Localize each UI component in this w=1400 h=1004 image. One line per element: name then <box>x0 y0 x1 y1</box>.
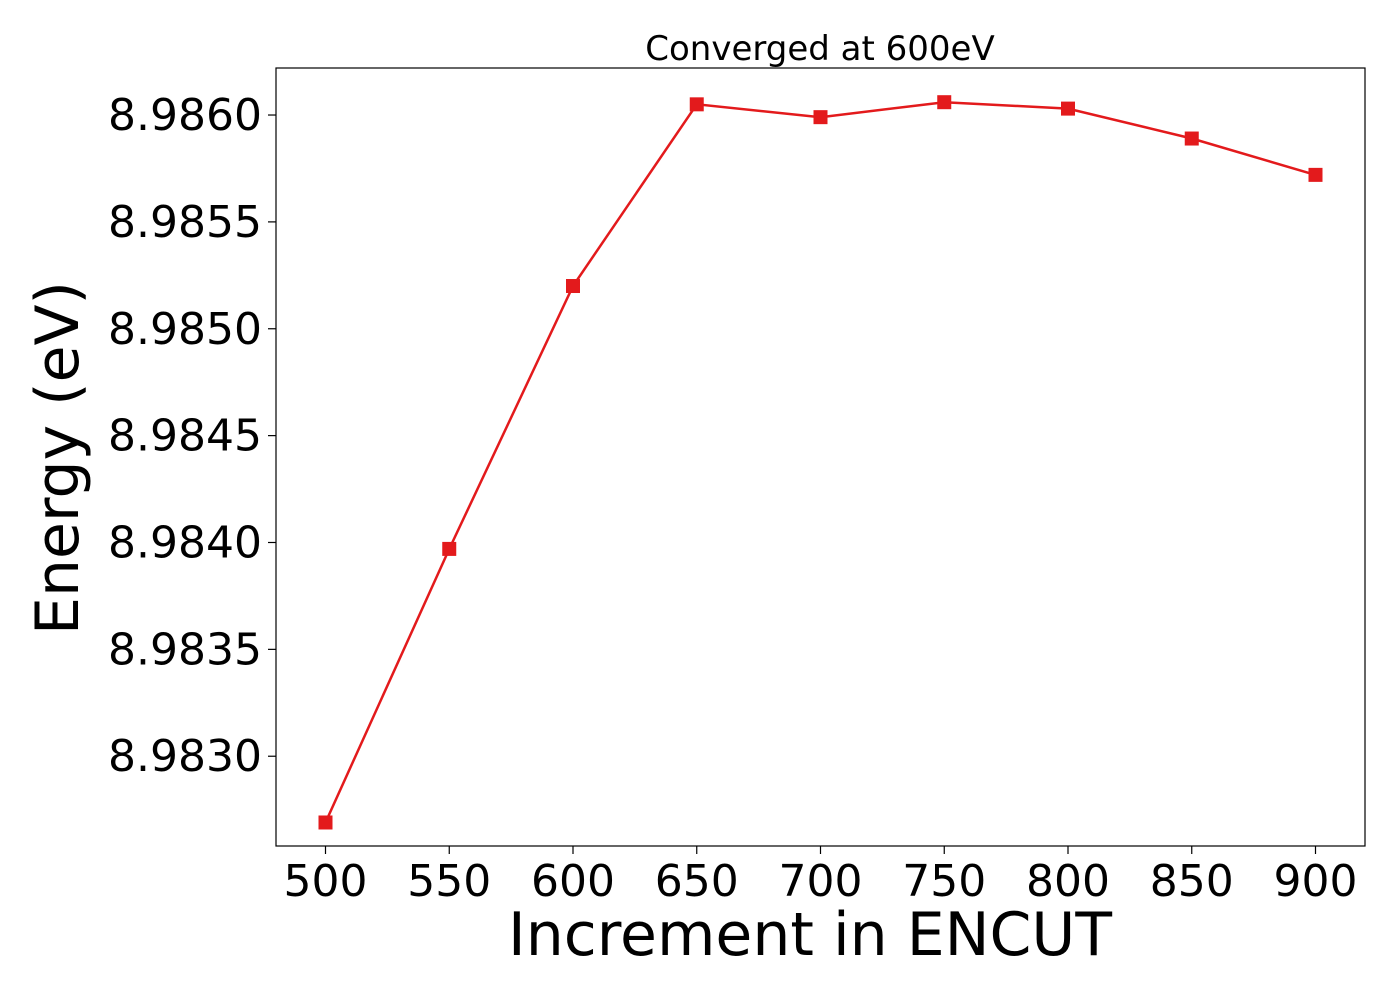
data-point-marker <box>1184 131 1199 146</box>
x-axis-ticks: 500 550 600 650 700 750 800 850 900 <box>284 846 1358 907</box>
data-point-marker <box>566 279 580 294</box>
data-point-marker <box>813 110 828 125</box>
data-point-marker <box>1061 101 1075 116</box>
y-tick-label: 8.9855 <box>108 197 262 248</box>
x-tick-label: 500 <box>284 856 368 907</box>
data-point-marker <box>937 95 952 110</box>
x-tick-label: 750 <box>902 856 986 907</box>
data-point-marker <box>442 541 457 556</box>
x-tick-label: 800 <box>1026 856 1110 907</box>
data-point-marker <box>689 97 704 112</box>
chart-title: Converged at 600eV <box>645 29 994 69</box>
plot-area <box>275 67 1366 847</box>
x-tick-label: 600 <box>531 856 615 907</box>
data-point-marker <box>1308 167 1323 182</box>
series-group <box>318 95 1323 830</box>
y-tick-label: 8.9860 <box>108 90 262 141</box>
y-tick-label: 8.9845 <box>108 411 262 462</box>
x-axis-label: Increment in ENCUT <box>508 900 1112 970</box>
y-tick-label: 8.9830 <box>108 731 262 782</box>
x-tick-label: 900 <box>1274 856 1358 907</box>
y-tick-label: 8.9850 <box>108 304 262 355</box>
x-tick-label: 550 <box>407 856 491 907</box>
x-tick-label: 650 <box>655 856 739 907</box>
x-tick-label: 850 <box>1150 856 1234 907</box>
y-tick-label: 8.9840 <box>108 517 262 568</box>
y-tick-label: 8.9835 <box>108 624 262 675</box>
x-tick-label: 700 <box>779 856 863 907</box>
y-axis-label: Energy (eV) <box>23 281 93 635</box>
y-axis-ticks: 8.9830 8.9835 8.9840 8.9845 8.9850 8.9855 8.98… <box>108 90 276 782</box>
data-point-marker <box>318 815 333 830</box>
